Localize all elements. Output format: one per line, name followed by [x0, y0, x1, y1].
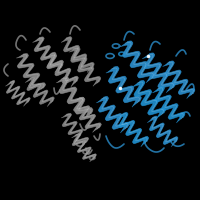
Polygon shape [45, 52, 78, 87]
Polygon shape [61, 37, 94, 72]
Polygon shape [153, 86, 185, 123]
Polygon shape [17, 54, 45, 92]
Polygon shape [33, 37, 63, 72]
Polygon shape [106, 66, 141, 107]
Polygon shape [73, 97, 101, 132]
Polygon shape [120, 41, 155, 83]
Polygon shape [25, 76, 54, 106]
Polygon shape [72, 133, 96, 162]
Polygon shape [57, 77, 93, 119]
Polygon shape [6, 80, 30, 106]
Polygon shape [97, 96, 129, 133]
Polygon shape [142, 53, 175, 92]
Polygon shape [163, 61, 195, 98]
Polygon shape [117, 112, 149, 147]
Polygon shape [132, 80, 165, 119]
Polygon shape [69, 47, 101, 86]
Polygon shape [148, 116, 178, 146]
Polygon shape [62, 113, 89, 146]
